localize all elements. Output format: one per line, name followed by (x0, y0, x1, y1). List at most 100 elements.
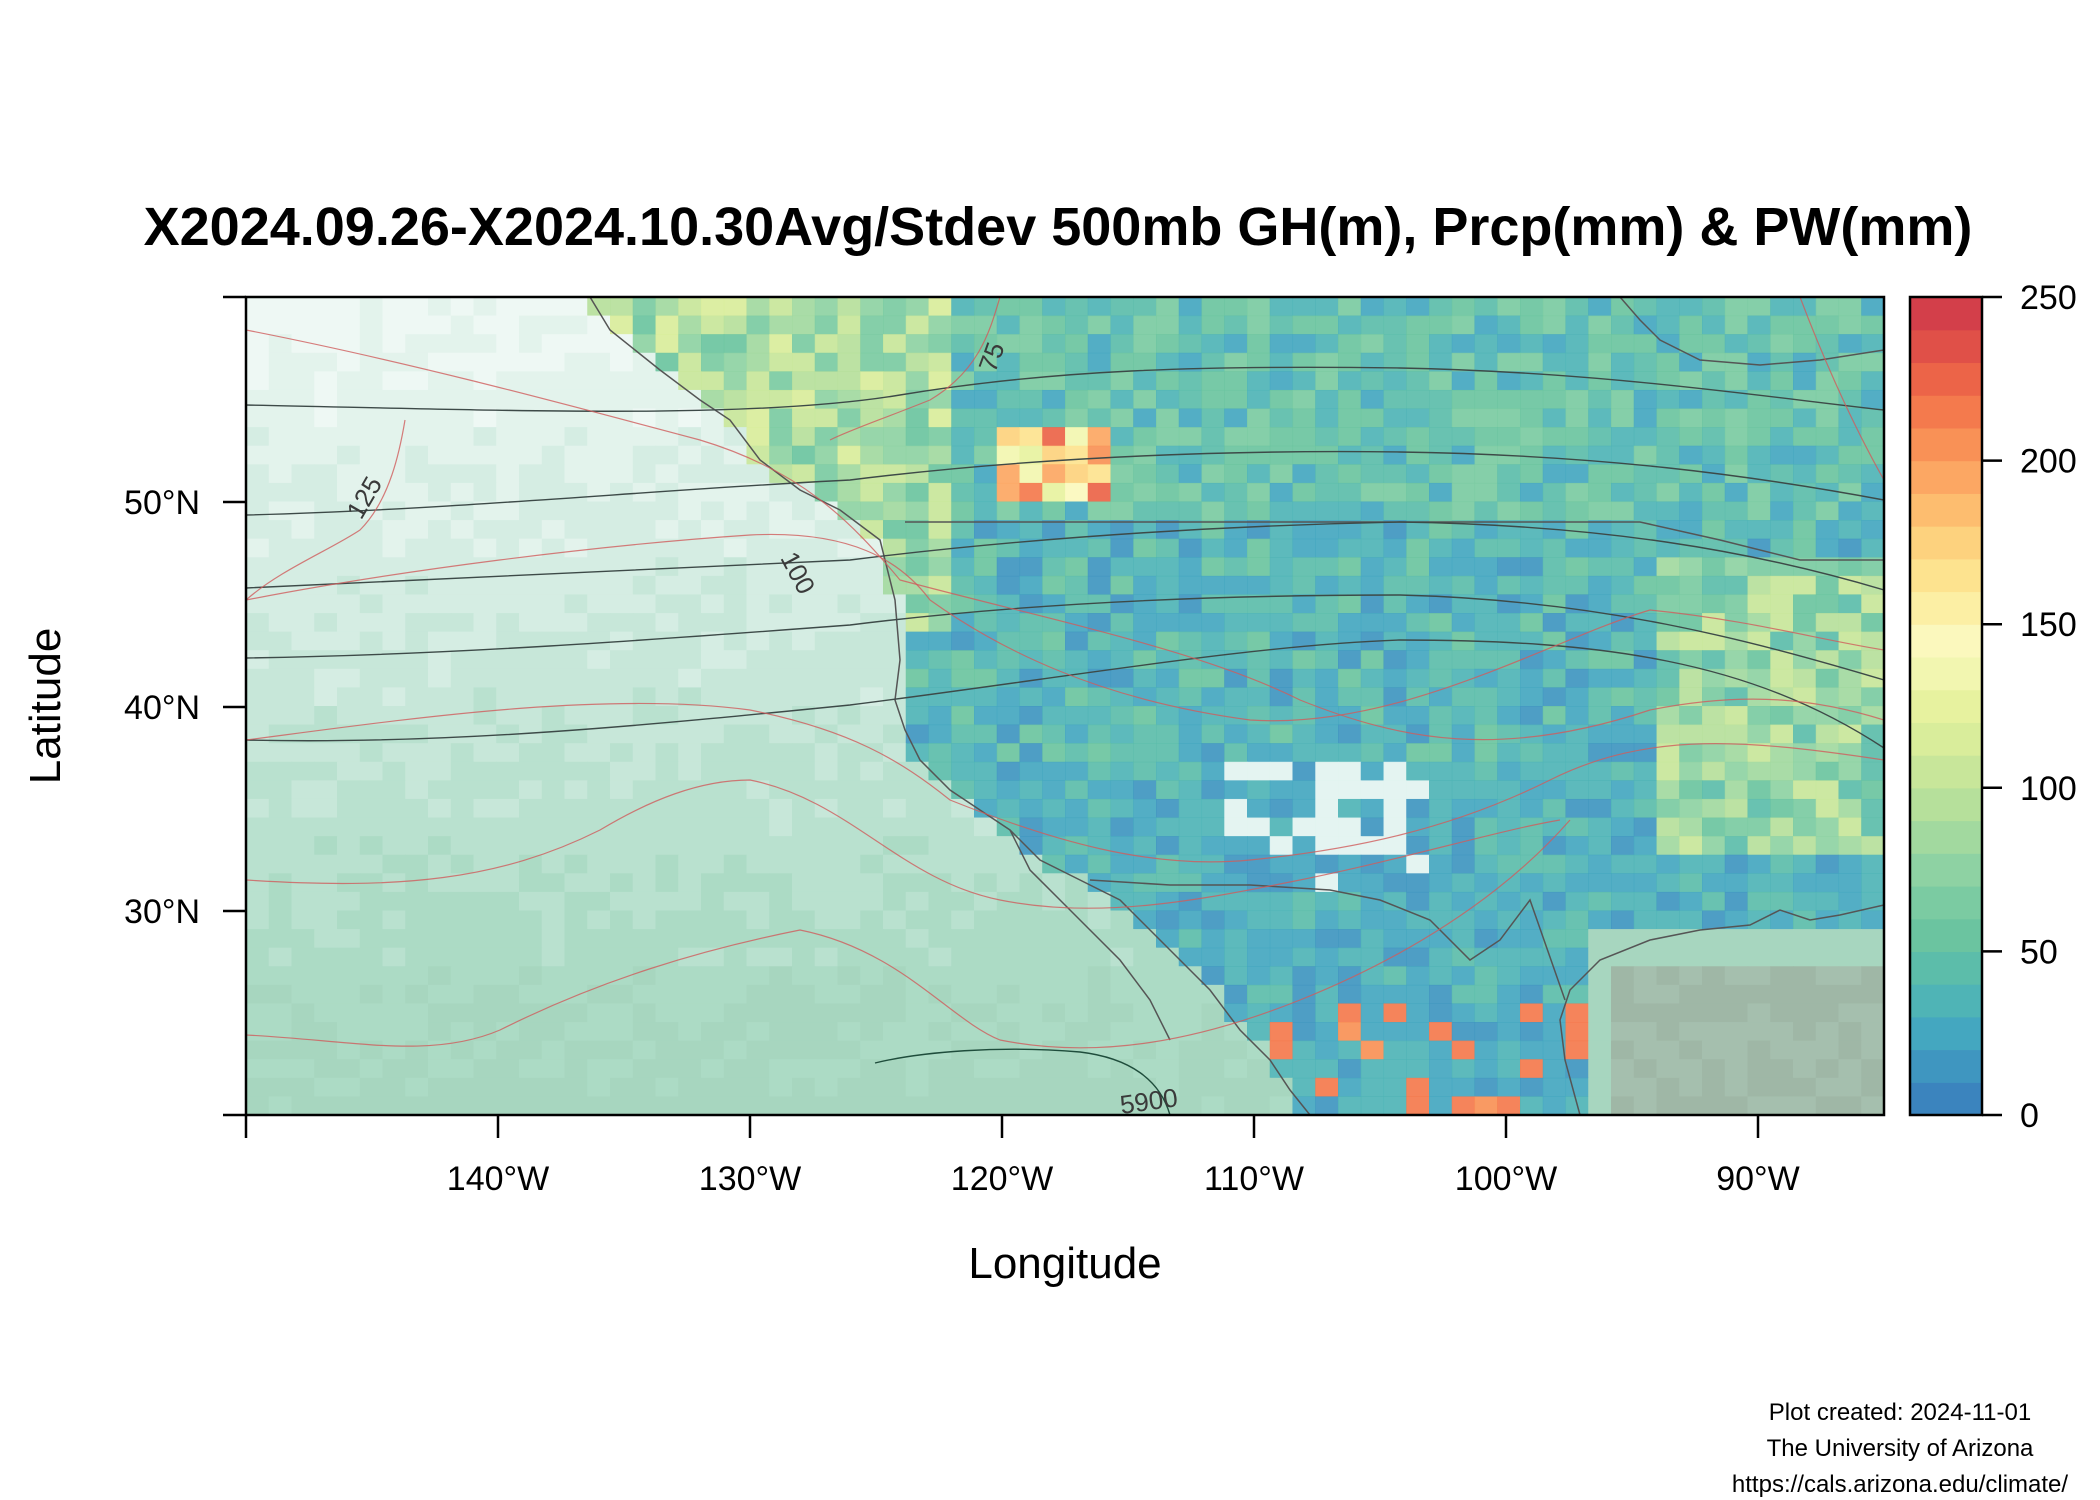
grid-cell (496, 352, 520, 372)
grid-cell (337, 1059, 361, 1079)
grid-cell (1565, 1077, 1589, 1098)
grid-cell (359, 408, 384, 428)
grid-cell (246, 743, 270, 763)
grid-cell (1724, 464, 1749, 484)
grid-cell (701, 873, 725, 893)
grid-cell (928, 724, 952, 744)
grid-cell (1224, 352, 1248, 372)
grid-cell (1178, 854, 1203, 874)
grid-cell (1497, 1096, 1521, 1115)
grid-cell (769, 929, 793, 949)
grid-cell (723, 557, 748, 577)
grid-cell (1087, 1077, 1112, 1098)
grid-cell (1520, 798, 1544, 819)
grid-cell (1815, 501, 1840, 521)
grid-cell (1679, 1096, 1703, 1115)
grid-cell (1520, 1077, 1544, 1098)
grid-cell (883, 501, 907, 521)
grid-cell (1178, 315, 1203, 335)
grid-cell (996, 947, 1021, 967)
grid-cell (632, 947, 657, 967)
grid-cell (473, 408, 497, 428)
grid-cell (268, 334, 293, 354)
grid-cell (587, 668, 611, 689)
grid-cell (519, 650, 543, 670)
grid-cell (1201, 315, 1225, 335)
grid-cell (928, 1022, 952, 1042)
grid-cell (1770, 687, 1794, 707)
grid-cell (1133, 613, 1157, 633)
grid-cell (1679, 873, 1703, 893)
grid-cell (723, 724, 748, 744)
grid-cell (1702, 334, 1726, 354)
grid-cell (1838, 389, 1862, 410)
grid-cell (860, 836, 884, 856)
colorbar-segment (1910, 984, 1982, 1018)
grid-cell (1702, 538, 1726, 558)
grid-cell (632, 501, 657, 521)
grid-cell (928, 482, 952, 503)
grid-cell (519, 389, 543, 410)
grid-cell (428, 613, 452, 633)
grid-cell (1724, 427, 1749, 447)
grid-cell (1156, 668, 1180, 689)
grid-cell (610, 464, 634, 484)
grid-cell (769, 594, 793, 614)
grid-cell (1793, 297, 1817, 317)
grid-cell (883, 706, 907, 726)
grid-cell (268, 706, 293, 726)
grid-cell (701, 1059, 725, 1079)
grid-cell (1679, 538, 1703, 558)
colorbar-segment (1910, 853, 1982, 887)
grid-cell (1156, 408, 1180, 428)
grid-cell (769, 501, 793, 521)
grid-cell (723, 798, 748, 819)
grid-cell (1588, 687, 1612, 707)
grid-cell (1269, 743, 1294, 763)
grid-cell (928, 687, 952, 707)
grid-cell (405, 854, 429, 874)
grid-cell (1770, 1022, 1794, 1042)
grid-cell (1656, 910, 1680, 930)
grid-cell (1747, 761, 1771, 781)
grid-cell (1793, 836, 1817, 856)
grid-cell (1656, 1003, 1680, 1023)
grid-cell (769, 1003, 793, 1023)
grid-cell (428, 724, 452, 744)
grid-cell (723, 427, 748, 447)
grid-cell (928, 408, 952, 428)
grid-cell (1406, 315, 1430, 335)
grid-cell (746, 947, 770, 967)
x-tick-label-130w: 130°W (699, 1160, 801, 1198)
grid-cell (1065, 538, 1089, 558)
grid-cell (519, 743, 543, 763)
grid-cell (1451, 706, 1476, 726)
grid-cell (610, 315, 634, 335)
grid-cell (496, 520, 520, 540)
grid-cell (1292, 315, 1316, 335)
colorbar-tick-label: 200 (2020, 443, 2077, 481)
grid-cell (1815, 724, 1840, 744)
grid-cell (792, 427, 816, 447)
grid-cell (541, 817, 566, 837)
grid-cell (1861, 706, 1884, 726)
grid-cell (450, 1059, 475, 1079)
grid-cell (996, 984, 1021, 1005)
grid-cell (814, 873, 839, 893)
grid-cell (974, 538, 998, 558)
grid-cell (701, 743, 725, 763)
grid-cell (1702, 297, 1726, 317)
grid-cell (1042, 984, 1066, 1005)
grid-cell (1178, 873, 1203, 893)
grid-cell (1383, 594, 1407, 614)
grid-cell (1815, 557, 1840, 577)
grid-cell (1201, 1022, 1225, 1042)
grid-cell (1201, 557, 1225, 577)
grid-cell (1065, 408, 1089, 428)
grid-cell (1611, 352, 1635, 372)
grid-cell (496, 706, 520, 726)
grid-cell (1679, 334, 1703, 354)
grid-cell (1724, 984, 1749, 1005)
grid-cell (587, 780, 611, 800)
grid-cell (1633, 1022, 1658, 1042)
